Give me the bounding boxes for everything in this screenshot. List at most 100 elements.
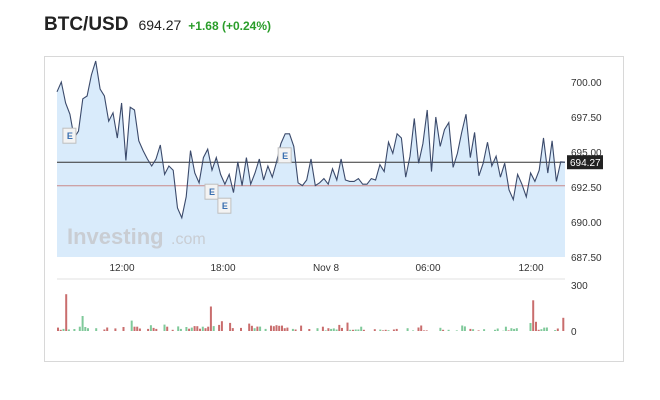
volume-bar [360, 326, 363, 331]
event-marker[interactable]: E [204, 183, 219, 200]
time-axis-tick: Nov 8 [313, 263, 340, 274]
volume-bar [185, 327, 188, 331]
volume-bar [253, 328, 256, 331]
price-axis: 700.00 697.50 695.00 692.50 690.00 687.50 [571, 78, 602, 264]
volume-bars [57, 294, 565, 331]
volume-bar [122, 327, 125, 331]
event-marker-box [277, 147, 292, 164]
volume-bar [535, 321, 537, 331]
volume-bar [155, 328, 158, 331]
volume-panel: 300 0 [57, 281, 588, 338]
volume-bar [420, 325, 423, 331]
volume-bar [204, 328, 207, 331]
current-price-badge-bg [567, 155, 603, 170]
volume-bar [114, 328, 117, 331]
volume-bar [130, 320, 133, 331]
volume-bar [136, 326, 139, 331]
volume-bar [138, 328, 141, 331]
time-axis-tick: 06:00 [415, 263, 440, 274]
volume-bar [188, 328, 191, 331]
volume-bar [529, 323, 532, 331]
volume-bar [338, 324, 341, 331]
volume-bar [190, 327, 193, 331]
volume-bar [57, 327, 59, 331]
volume-bar [106, 327, 109, 331]
price-axis-tick: 690.00 [571, 218, 602, 229]
volume-bar [354, 329, 357, 331]
volume-bar [412, 330, 415, 331]
price-axis-tick: 697.50 [571, 113, 602, 124]
volume-bar [275, 325, 278, 331]
event-marker[interactable]: E [62, 127, 77, 144]
volume-bar [357, 329, 360, 331]
volume-bar [379, 329, 382, 331]
volume-bar [59, 329, 62, 331]
volume-bar [395, 328, 398, 331]
volume-bar [496, 328, 499, 331]
volume-bar [199, 328, 201, 331]
volume-bar [283, 328, 286, 331]
price-line [56, 60, 566, 220]
volume-bar [562, 317, 565, 331]
volume-bar [362, 329, 365, 331]
volume-bar [346, 322, 349, 331]
volume-bar [335, 329, 338, 331]
time-axis-tick: 12:00 [109, 263, 134, 274]
volume-bar [212, 326, 215, 331]
time-axis-tick: 12:00 [518, 263, 543, 274]
current-price-badge: 694.27 [567, 155, 603, 170]
volume-bar [316, 328, 319, 331]
volume-bar [510, 328, 513, 331]
volume-bar [461, 325, 464, 331]
quote-header: BTC/USD 694.27 +1.68 (+0.24%) [44, 14, 271, 40]
event-marker-label: E [222, 201, 228, 211]
volume-bar [207, 326, 210, 331]
volume-bar [248, 323, 251, 331]
event-marker-box [217, 197, 232, 214]
event-marker-label: E [67, 131, 73, 141]
volume-bar [231, 328, 234, 331]
volume-bar [341, 327, 343, 331]
volume-bar [392, 329, 395, 331]
volume-bar [425, 330, 428, 331]
volume-bar [220, 321, 223, 331]
last-price: 694.27 [138, 17, 182, 33]
volume-bar [507, 330, 510, 331]
volume-bar [166, 326, 169, 331]
volume-bar [463, 326, 466, 331]
volume-bar [543, 327, 546, 331]
price-axis-tick: 692.50 [571, 183, 602, 194]
volume-bar [327, 328, 330, 331]
volume-bar [300, 325, 303, 331]
volume-bar [417, 327, 420, 331]
volume-bar [62, 328, 65, 331]
volume-bar [179, 328, 182, 331]
event-marker[interactable]: E [217, 197, 232, 214]
event-marker[interactable]: E [277, 147, 292, 164]
volume-bar [382, 330, 384, 331]
volume-bar [324, 330, 327, 331]
volume-bar [87, 328, 89, 331]
volume-bar [209, 306, 212, 331]
volume-bar [281, 325, 283, 331]
volume-bar [483, 329, 486, 331]
volume-axis-tick: 300 [571, 281, 588, 292]
volume-bar [270, 325, 272, 331]
volume-bar [286, 327, 289, 331]
volume-bar [294, 329, 297, 331]
volume-bar [171, 329, 174, 331]
volume-bar [494, 329, 496, 331]
volume-bar [278, 325, 281, 331]
volume-bar [513, 328, 516, 331]
volume-bar [291, 328, 294, 331]
event-marker-label: E [209, 187, 215, 197]
volume-bar [330, 328, 333, 331]
price-axis-tick: 700.00 [571, 78, 602, 89]
volume-bar [545, 327, 548, 331]
volume-axis-tick: 0 [571, 327, 577, 338]
volume-bar [256, 326, 259, 331]
instrument-symbol: BTC/USD [44, 14, 129, 35]
volume-bar [469, 328, 472, 331]
volume-bar [537, 329, 540, 331]
